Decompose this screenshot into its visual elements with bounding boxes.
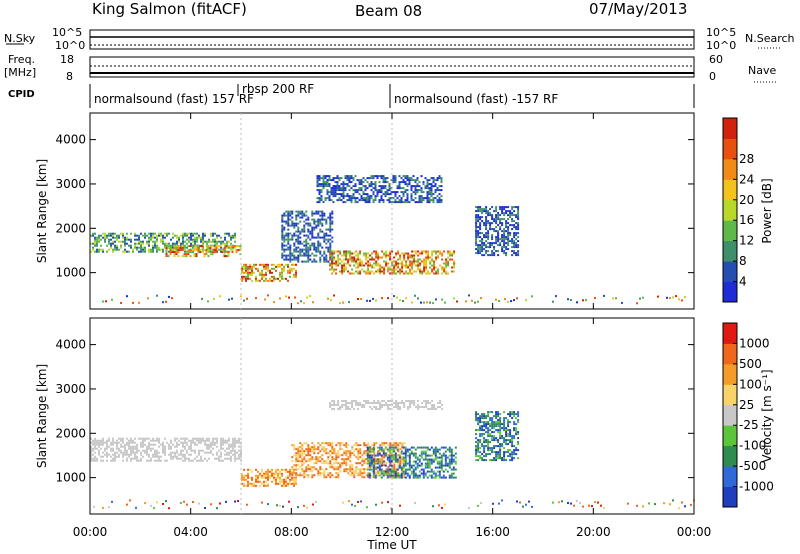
velocity-ytick-0: 1000 bbox=[55, 471, 86, 485]
power-colorbar-swatch-3 bbox=[723, 220, 737, 242]
freq-tick-top: 18 bbox=[60, 53, 74, 66]
nsearch-tick-bottom: 10^0 bbox=[706, 39, 736, 52]
x-tick-4: 16:00 bbox=[475, 525, 510, 539]
nsearch-label: N.Search bbox=[745, 32, 795, 45]
nave-tick-top: 60 bbox=[709, 53, 723, 66]
velocity-colorbar-tick-5: -100 bbox=[739, 439, 766, 453]
nsky-panel: N.Sky 10^5 10^0 10^5 10^0 N.Search bbox=[4, 26, 795, 52]
station-title: King Salmon (fitACF) bbox=[92, 0, 247, 18]
power-ylabel: Slant Range [km] bbox=[35, 159, 49, 263]
velocity-panel: 1000 2000 3000 4000 Slant Range [km] bbox=[35, 317, 695, 515]
power-colorbar: 4 8 12 16 20 24 28 bbox=[722, 117, 754, 303]
power-colorbar-tick-1: 8 bbox=[739, 254, 747, 268]
velocity-colorbar-tick-2: 100 bbox=[739, 377, 762, 391]
cpid-segment-3: normalsound (fast) -157 RF bbox=[394, 92, 558, 106]
power-colorbar-tick-2: 12 bbox=[739, 234, 754, 248]
power-echo-region-2 bbox=[241, 263, 297, 282]
velocity-colorbar-swatch-8 bbox=[723, 323, 737, 344]
power-colorbar-tick-5: 24 bbox=[739, 172, 754, 186]
velocity-colorbar-swatch-5 bbox=[723, 384, 737, 406]
cpid-panel: CPID normalsound (fast) 157 RF rbsp 200 … bbox=[8, 82, 695, 108]
velocity-colorbar-swatch-1 bbox=[723, 466, 737, 487]
velocity-colorbar-swatch-2 bbox=[723, 445, 737, 467]
power-panel: 1000 2000 3000 4000 Slant Range [km] bbox=[35, 112, 695, 310]
power-colorbar-swatch-6 bbox=[723, 158, 737, 180]
cpid-label: CPID bbox=[8, 89, 35, 100]
velocity-ytick-2: 3000 bbox=[55, 382, 86, 396]
nsearch-tick-top: 10^5 bbox=[706, 26, 736, 39]
velocity-ytick-3: 4000 bbox=[55, 338, 86, 352]
power-echo-region-3 bbox=[281, 210, 334, 263]
cpid-segment-1: normalsound (fast) 157 RF bbox=[94, 92, 254, 106]
velocity-colorbar: 1000 500 100 25 -25 -100 -500 -1000 bbox=[722, 322, 774, 508]
velocity-ytick-1: 2000 bbox=[55, 426, 86, 440]
power-colorbar-swatch-5 bbox=[723, 179, 737, 201]
x-tick-1: 04:00 bbox=[173, 525, 208, 539]
power-colorbar-swatch-2 bbox=[723, 240, 737, 262]
power-colorbar-swatch-8 bbox=[723, 118, 737, 139]
date-title: 07/May/2013 bbox=[589, 0, 687, 18]
velocity-echo-region-4 bbox=[329, 400, 444, 410]
velocity-colorbar-tick-7: -1000 bbox=[739, 480, 774, 494]
nave-tick-bottom: 0 bbox=[709, 70, 716, 83]
nave-label: Nave bbox=[748, 64, 776, 77]
power-colorbar-tick-4: 20 bbox=[739, 193, 754, 207]
power-ytick-3: 4000 bbox=[55, 133, 86, 147]
power-near-range-clutter bbox=[102, 294, 686, 305]
power-colorbar-swatch-1 bbox=[723, 261, 737, 282]
cpid-segment-2: rbsp 200 RF bbox=[242, 82, 314, 96]
power-ytick-0: 1000 bbox=[55, 266, 86, 280]
power-echo-region-6 bbox=[475, 206, 520, 257]
velocity-colorbar-tick-6: -500 bbox=[739, 459, 766, 473]
freq-panel: Freq. [MHz] 18 8 60 0 Nave bbox=[4, 53, 776, 83]
power-y-axis: 1000 2000 3000 4000 bbox=[55, 133, 694, 280]
power-echo-region-4 bbox=[329, 250, 456, 275]
power-ytick-2: 3000 bbox=[55, 177, 86, 191]
power-echo-region-5 bbox=[316, 175, 443, 204]
velocity-near-range-clutter bbox=[93, 499, 695, 510]
velocity-colorbar-swatch-4 bbox=[723, 404, 737, 426]
power-colorbar-tick-6: 28 bbox=[739, 152, 754, 166]
time-x-axis: 00:00 04:00 08:00 12:00 16:00 20:00 00:00 bbox=[73, 113, 712, 539]
x-tick-3: 12:00 bbox=[375, 525, 410, 539]
velocity-ylabel: Slant Range [km] bbox=[35, 364, 49, 468]
power-colorbar-tick-0: 4 bbox=[739, 275, 747, 289]
x-tick-2: 08:00 bbox=[274, 525, 309, 539]
velocity-colorbar-swatch-7 bbox=[723, 343, 737, 365]
velocity-colorbar-tick-0: 1000 bbox=[739, 336, 770, 350]
freq-tick-bottom: 8 bbox=[66, 70, 73, 83]
velocity-echo-region-0 bbox=[90, 437, 242, 462]
freq-label-2: [MHz] bbox=[4, 66, 36, 79]
x-tick-5: 20:00 bbox=[576, 525, 611, 539]
power-colorbar-label: Power [dB] bbox=[760, 178, 774, 243]
velocity-echo-layer bbox=[90, 400, 695, 510]
power-colorbar-tick-3: 16 bbox=[739, 213, 754, 227]
velocity-echo-region-1 bbox=[241, 468, 297, 487]
power-ytick-1: 2000 bbox=[55, 221, 86, 235]
x-tick-6: 00:00 bbox=[677, 525, 712, 539]
velocity-colorbar-label: Velocity [m s⁻¹] bbox=[760, 369, 774, 462]
velocity-colorbar-tick-4: -25 bbox=[739, 418, 759, 432]
x-axis-label: Time UT bbox=[366, 538, 417, 552]
freq-label-1: Freq. bbox=[8, 53, 35, 66]
velocity-echo-region-5 bbox=[475, 411, 520, 462]
power-colorbar-swatch-7 bbox=[723, 138, 737, 160]
x-tick-0: 00:00 bbox=[73, 525, 108, 539]
velocity-colorbar-tick-3: 25 bbox=[739, 398, 754, 412]
power-colorbar-swatch-4 bbox=[723, 199, 737, 221]
nsky-tick-top: 10^5 bbox=[52, 26, 82, 39]
power-echo-layer bbox=[90, 175, 686, 305]
beam-title: Beam 08 bbox=[355, 2, 422, 20]
nsky-tick-bottom: 10^0 bbox=[55, 39, 85, 52]
velocity-colorbar-swatch-0 bbox=[723, 486, 737, 508]
nsky-label: N.Sky bbox=[4, 32, 36, 45]
power-colorbar-swatch-0 bbox=[723, 281, 737, 303]
velocity-colorbar-tick-1: 500 bbox=[739, 357, 762, 371]
velocity-colorbar-swatch-3 bbox=[723, 425, 737, 447]
velocity-colorbar-swatch-6 bbox=[723, 363, 737, 385]
velocity-y-axis: 1000 2000 3000 4000 bbox=[55, 338, 694, 485]
